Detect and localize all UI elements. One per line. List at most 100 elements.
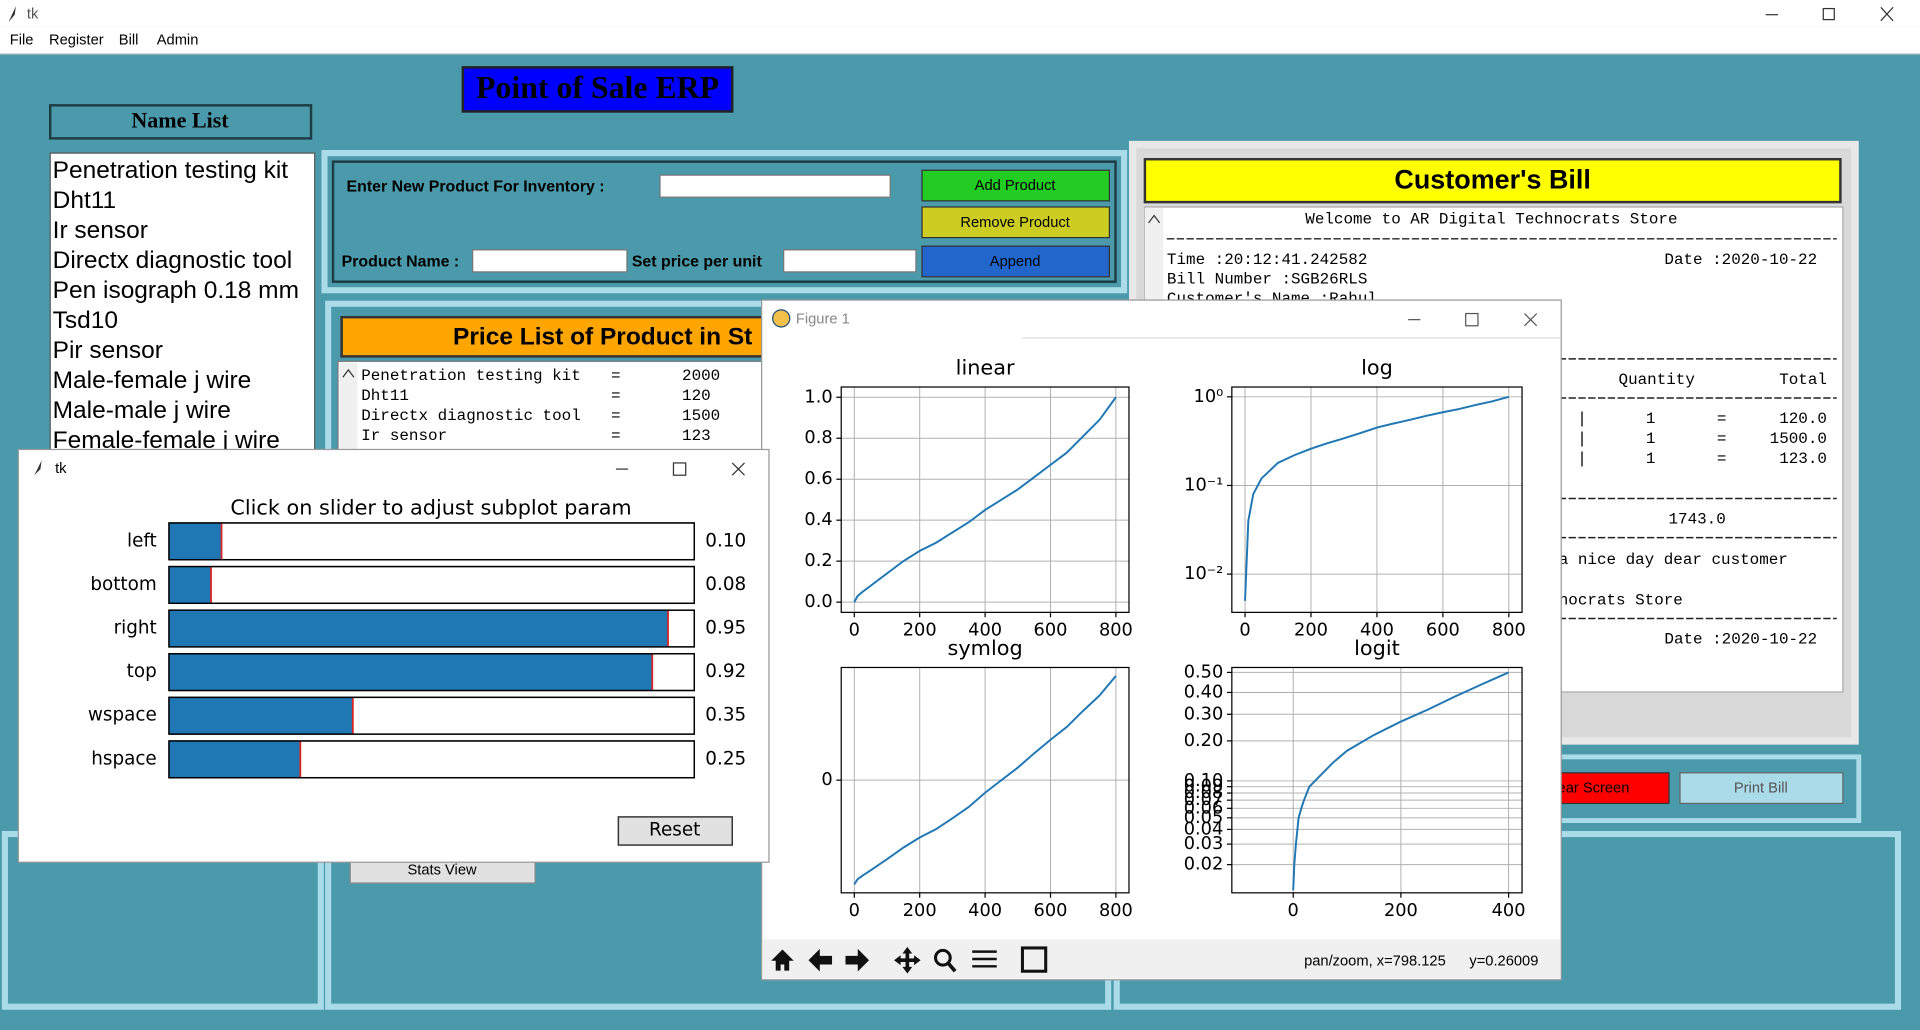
bill-cell: = — [1717, 410, 1727, 428]
data-line — [853, 396, 1117, 603]
price-item-value: 123 — [682, 427, 711, 445]
bill-cell: = — [1717, 450, 1727, 468]
bill-cell: 120.0 — [1779, 410, 1827, 428]
clear-button-label[interactable]: ear Screen — [1558, 781, 1630, 797]
header-title: Point of Sale ERP — [476, 70, 719, 105]
y-tick-label: 0.50 — [1184, 662, 1224, 682]
forward-button[interactable] — [845, 948, 870, 972]
product-entry[interactable] — [659, 174, 891, 198]
bill-grand-total: 1743.0 — [1669, 510, 1726, 528]
reset-button[interactable] — [617, 816, 733, 846]
name-list-item[interactable]: Dht11 — [53, 187, 117, 214]
inventory-button-label[interactable]: Remove Product — [960, 215, 1069, 231]
slider-fill[interactable] — [168, 522, 222, 560]
bill-cell: 1 — [1646, 430, 1656, 448]
name-list-item[interactable]: Male-male j wire — [53, 397, 231, 424]
name-list-item[interactable]: Penetration testing kit — [53, 157, 289, 184]
name-list-item[interactable]: Pir sensor — [53, 337, 163, 364]
data-line — [1244, 395, 1510, 601]
slider-track[interactable] — [168, 522, 695, 561]
bill-footer-date: Date :2020-10-22 — [1664, 631, 1817, 649]
reset-label[interactable]: Reset — [649, 819, 700, 840]
x-tick-label: 0 — [1239, 621, 1250, 641]
price-item-name: Dht11 — [361, 387, 409, 405]
figure-toolbar — [762, 939, 1560, 979]
home-button[interactable] — [771, 949, 794, 971]
bill-cell: 1 — [1646, 450, 1656, 468]
x-tick-label: 200 — [1294, 621, 1328, 641]
price-item-value: 1500 — [682, 407, 720, 425]
subplot-title: symlog — [948, 636, 1023, 660]
back-button[interactable] — [808, 948, 833, 972]
slider-label: bottom — [90, 574, 156, 595]
stats-button-label[interactable]: Stats View — [407, 863, 477, 879]
pan-button[interactable] — [894, 946, 921, 974]
slider-label: wspace — [88, 705, 157, 726]
x-tick-label: 200 — [1384, 901, 1418, 921]
save-button[interactable] — [1020, 946, 1048, 973]
bill-cell: 1500.0 — [1770, 430, 1827, 448]
menu-item[interactable]: Register — [49, 32, 104, 48]
menu-item[interactable]: Admin — [157, 32, 199, 48]
x-tick-label: 0 — [849, 901, 860, 921]
price-entry[interactable] — [783, 249, 917, 273]
product-name-label: Product Name : — [342, 253, 460, 270]
name-list-item[interactable]: Tsd10 — [53, 307, 118, 334]
x-tick-label: 600 — [1034, 621, 1068, 641]
slider-fill[interactable] — [168, 697, 353, 735]
print-button[interactable] — [1679, 772, 1844, 805]
inventory-button-label[interactable]: Add Product — [975, 178, 1056, 194]
price-item-sep: = — [611, 407, 621, 425]
y-tick-label: 10⁻² — [1184, 564, 1223, 584]
slider-value: 0.35 — [705, 705, 746, 726]
name-list-item[interactable]: Male-female j wire — [53, 367, 252, 394]
y-tick-label: 0.07 — [1184, 790, 1224, 810]
price-item-value: 2000 — [682, 367, 720, 385]
menu-item[interactable]: File — [10, 32, 34, 48]
tool-maximize — [672, 462, 687, 476]
slider-track[interactable] — [168, 565, 695, 604]
x-tick-label: 0 — [849, 621, 860, 641]
y-tick-label: 0.0 — [804, 592, 832, 612]
slider-fill[interactable] — [168, 740, 301, 778]
title-bar — [0, 0, 1920, 27]
inventory-prompt: Enter New Product For Inventory : — [347, 179, 605, 196]
price-item-sep: = — [611, 427, 621, 445]
product-name-entry[interactable] — [472, 249, 628, 273]
slider-track-border — [168, 522, 696, 561]
tool-icon — [34, 460, 42, 476]
app-icon — [8, 6, 16, 23]
price-item-sep: = — [611, 387, 621, 405]
tool-close — [731, 462, 745, 476]
name-list-item[interactable]: Ir sensor — [53, 217, 148, 244]
bill-time: Time :20:12:41.242582 — [1167, 251, 1367, 269]
data-line — [853, 675, 1117, 885]
slider-fill[interactable] — [168, 610, 669, 647]
price-item-sep: = — [611, 367, 621, 385]
y-tick-label: 0.4 — [804, 510, 832, 530]
bill-store: nocrats Store — [1559, 591, 1683, 609]
zoom-button[interactable] — [933, 948, 952, 967]
y-tick-label: 1.0 — [804, 387, 832, 407]
inventory-button-label[interactable]: Append — [990, 254, 1041, 270]
figure-close — [1524, 313, 1538, 327]
slider-track-border — [168, 740, 696, 779]
y-tick-label: 0.02 — [1184, 855, 1224, 875]
bill-cell: 1 — [1646, 410, 1656, 428]
slider-fill[interactable] — [168, 566, 212, 604]
name-list-item[interactable]: Pen isograph 0.18 mm — [53, 277, 299, 304]
inventory-button[interactable] — [921, 245, 1110, 278]
y-tick-label: 0.08 — [1184, 783, 1224, 803]
name-list-item[interactable]: Directx diagnostic tool — [53, 247, 292, 274]
bill-cell: | — [1577, 430, 1587, 448]
slider-label: left — [127, 530, 157, 551]
menu-item[interactable]: Bill — [119, 32, 139, 48]
inventory-button[interactable] — [921, 206, 1110, 239]
slider-track-border — [168, 696, 696, 735]
inventory-button[interactable] — [921, 169, 1110, 202]
slider-fill[interactable] — [168, 653, 653, 691]
slider-value: 0.08 — [705, 574, 746, 595]
print-button-label[interactable]: Print Bill — [1734, 781, 1788, 797]
slider-value: 0.92 — [705, 661, 746, 682]
